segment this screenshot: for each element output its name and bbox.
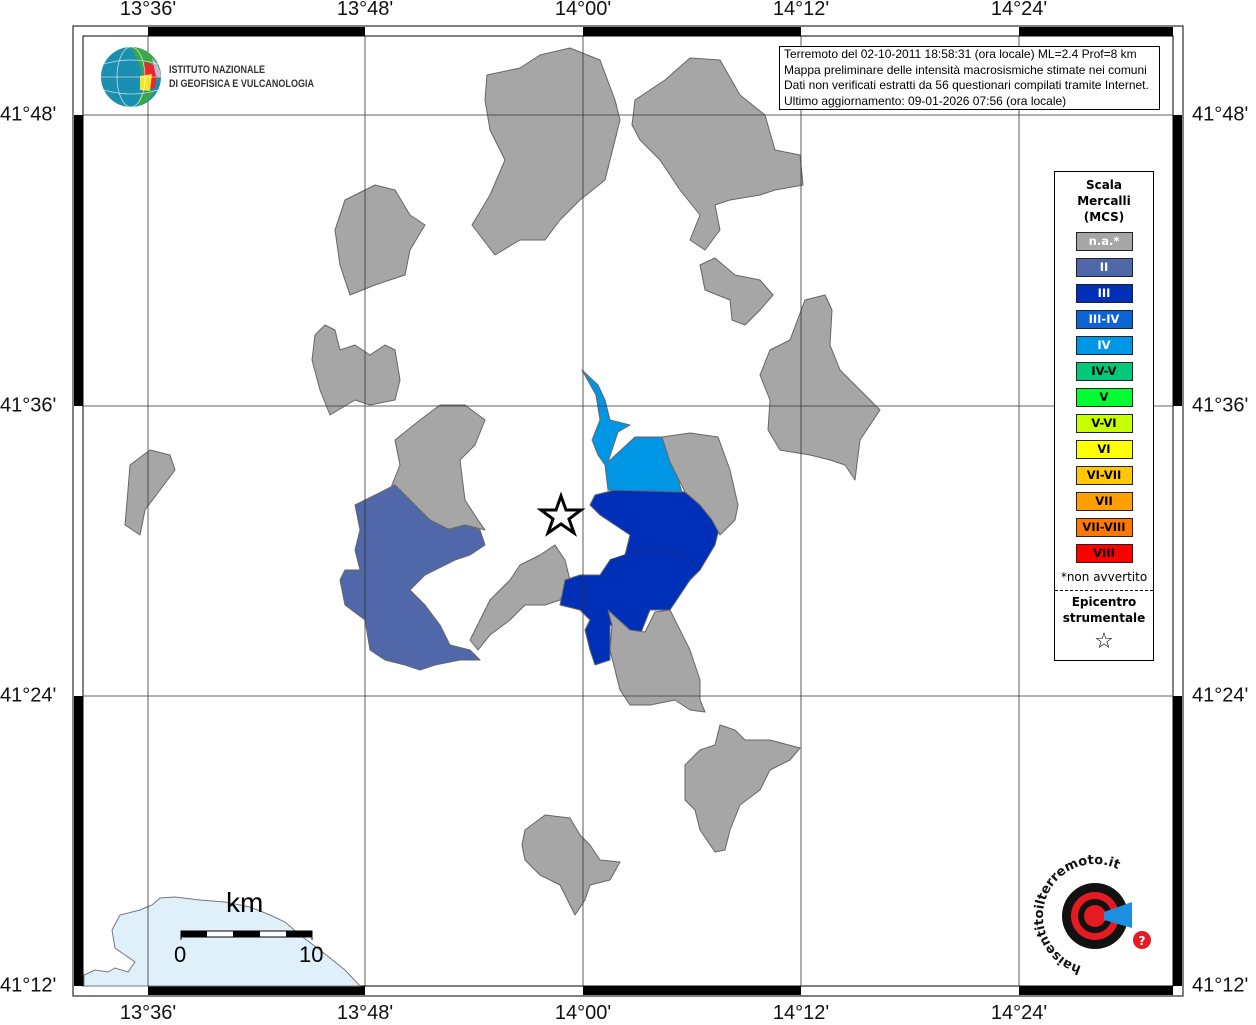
lat-label: 41°36' — [0, 394, 57, 417]
commune[interactable] — [124, 449, 176, 536]
lon-label: 13°36' — [119, 1002, 177, 1024]
commune[interactable] — [631, 57, 804, 251]
legend-note: *non avvertito — [1060, 570, 1148, 584]
legend-swatch: II — [1075, 258, 1133, 277]
epicenter-line: strumentale — [1062, 611, 1146, 625]
legend-title-line: Mercalli — [1077, 194, 1131, 208]
info-line: Ultimo aggiornamento: 09-01-2026 07:56 (… — [784, 93, 1067, 108]
commune[interactable] — [699, 257, 774, 326]
legend-swatch: n.a.* — [1075, 232, 1133, 251]
scale-unit: km — [226, 887, 264, 918]
commune[interactable] — [339, 484, 486, 671]
commune[interactable] — [661, 432, 739, 536]
legend-swatch: V — [1075, 388, 1133, 407]
legend-title: Scala Mercalli (MCS) — [1055, 177, 1153, 225]
scale-bar — [180, 930, 313, 940]
legend-divider — [1055, 590, 1153, 591]
commune[interactable] — [311, 324, 401, 416]
event-info-box: Terremoto del 02-10-2011 18:58:31 (ora l… — [779, 46, 1160, 110]
lon-label: 14°12' — [772, 0, 830, 20]
ingv-line2: DI GEOFISICA E VULCANOLOGIA — [169, 78, 314, 90]
haisentitoilterremoto-logo: haisentitoilterremoto.it ? — [1032, 853, 1151, 977]
legend-swatch: IV — [1075, 336, 1133, 355]
info-line: Mappa preliminare delle intensità macros… — [784, 62, 1147, 77]
lon-label: 14°24' — [990, 0, 1048, 20]
sea-area — [83, 896, 362, 987]
scale-end: 10 — [299, 942, 324, 967]
lon-label: 13°48' — [336, 0, 394, 20]
legend-title-line: (MCS) — [1083, 210, 1125, 224]
svg-text:?: ? — [1139, 934, 1146, 948]
lat-label: 41°48' — [1192, 103, 1249, 126]
epicenter-star-icon[interactable] — [536, 491, 586, 537]
commune[interactable] — [684, 724, 801, 853]
ingv-line1: ISTITUTO NAZIONALE — [169, 64, 266, 76]
lat-label: 41°48' — [0, 103, 57, 126]
commune[interactable] — [607, 609, 706, 713]
scale-start: 0 — [174, 942, 187, 967]
frame-bars — [74, 27, 1182, 995]
legend-swatch: III-IV — [1075, 310, 1133, 329]
lon-label: 14°24' — [990, 1002, 1048, 1024]
ingv-logo-text: ISTITUTO NAZIONALE DI GEOFISICA E VULCAN… — [169, 63, 314, 91]
commune[interactable] — [581, 369, 683, 493]
lon-label: 13°48' — [336, 1002, 394, 1024]
lon-label: 14°12' — [772, 1002, 830, 1024]
mercalli-legend: Scala Mercalli (MCS) n.a.* II III III-IV IV I… — [1054, 171, 1154, 661]
info-line: Dati non verificati estratti da 56 quest… — [784, 78, 1149, 92]
lon-label: 14°00' — [554, 1002, 612, 1024]
legend-title-line: Scala — [1085, 178, 1123, 192]
lat-label: 41°36' — [1192, 394, 1249, 417]
legend-swatch: V-VI — [1075, 414, 1133, 433]
legend-swatch: IV-V — [1075, 362, 1133, 381]
lat-label: 41°12' — [0, 974, 57, 997]
lat-label: 41°12' — [1192, 974, 1249, 997]
legend-swatch: III — [1075, 284, 1133, 303]
graticule — [83, 36, 1173, 986]
info-line: Terremoto del 02-10-2011 18:58:31 (ora l… — [784, 47, 1137, 61]
legend-swatch: VI-VII — [1075, 466, 1133, 485]
legend-swatches: n.a.* II III III-IV IV IV-V V V-VI VI VI-VII VII VI… — [1055, 232, 1153, 563]
legend-epicenter-label: Epicentro strumentale — [1055, 594, 1153, 626]
lon-label: 13°36' — [119, 0, 177, 20]
communes — [124, 47, 881, 916]
commune[interactable] — [759, 294, 881, 481]
legend-swatch: VII-VIII — [1075, 518, 1133, 537]
commune[interactable] — [521, 814, 621, 916]
commune[interactable] — [334, 184, 426, 296]
legend-swatch: VI — [1075, 440, 1133, 459]
legend-swatch: VII — [1075, 492, 1133, 511]
ingv-globe-logo — [101, 46, 161, 108]
lat-label: 41°24' — [0, 684, 57, 707]
lon-label: 14°00' — [554, 0, 612, 20]
legend-swatch: VIII — [1075, 544, 1133, 563]
legend-star-icon: ☆ — [1094, 629, 1114, 654]
epicenter-line: Epicentro — [1071, 595, 1137, 609]
lat-label: 41°24' — [1192, 684, 1249, 707]
